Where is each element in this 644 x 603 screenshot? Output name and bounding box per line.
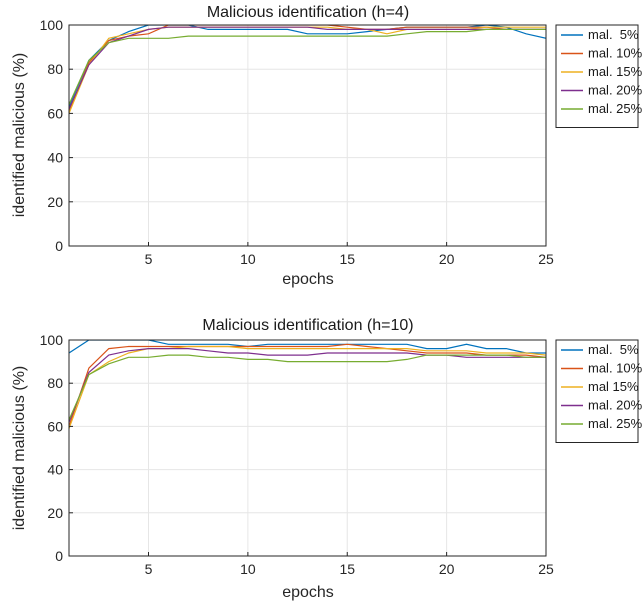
chart-2-x-tick-label: 5: [145, 561, 153, 577]
chart-1-series: [69, 25, 546, 114]
chart-2-y-tick-label: 0: [55, 548, 63, 564]
chart-2-title: Malicious identification (h=10): [202, 317, 413, 334]
chart-1-series-line-1: [69, 25, 546, 108]
chart-2-legend-entry: mal 15%: [588, 379, 639, 394]
chart-2-legend-box: [555, 339, 639, 443]
chart-2-legend-entry: mal. 10%: [588, 361, 643, 376]
chart-1-legend-entry: mal. 25%: [588, 101, 643, 116]
chart-1: Malicious identification (h=4) 5 10 15 20 25…: [11, 4, 643, 288]
chart-2-series: [69, 340, 546, 429]
chart-1-y-axis-label: identified malicious (%): [11, 53, 28, 218]
chart-2-axes-box: [68, 339, 547, 557]
chart-2-series-line-4: [69, 348, 546, 423]
chart-2-y-tick-label: 20: [47, 505, 63, 521]
chart-2-y-tick-label: 40: [47, 462, 63, 478]
chart-2-x-tick-label: 20: [439, 561, 455, 577]
chart-1-x-tick-label: 5: [145, 251, 153, 267]
chart-2-x-tick-label: 15: [339, 561, 355, 577]
chart-1-legend-box: [555, 24, 639, 128]
chart-1-y-tick-label: 100: [40, 17, 64, 33]
chart-1-series-line-3: [69, 26, 546, 114]
chart-2-y-tick-label: 100: [40, 332, 64, 348]
chart-2-legend-entry: mal. 25%: [588, 416, 643, 431]
chart-1-legend: mal. 5% mal. 10% mal. 15% mal. 20% mal. 25%: [555, 24, 643, 128]
chart-1-y-tick-label: 20: [47, 194, 63, 210]
chart-1-x-tick-label: 15: [339, 251, 355, 267]
chart-1-legend-entry: mal. 15%: [588, 64, 643, 79]
chart-2-grid: [69, 339, 547, 557]
chart-2-y-axis-label: identified malicious (%): [11, 366, 28, 531]
chart-2-x-tick-label: 25: [538, 561, 554, 577]
chart-2-legend: mal. 5% mal. 10% mal 15% mal. 20% mal. 25%: [555, 339, 643, 443]
chart-1-y-tick-label: 0: [55, 238, 63, 254]
chart-2-x-axis-label: epochs: [282, 584, 334, 601]
chart-1-series-line-5: [69, 28, 546, 105]
chart-1-title: Malicious identification (h=4): [207, 4, 409, 21]
chart-1-axes-box: [68, 24, 547, 247]
chart-1-ticks: 5 10 15 20 25 0 20 40 60 80 100: [40, 17, 554, 267]
chart-2-ticks: 5 10 15 20 25 0 20 40 60 80 100: [40, 332, 554, 577]
chart-1-x-tick-label: 25: [538, 251, 554, 267]
chart-2-legend-entry: mal. 5%: [588, 342, 639, 357]
chart-1-legend-entry: mal. 10%: [588, 46, 643, 61]
chart-2-y-tick-label: 80: [47, 375, 63, 391]
chart-1-legend-entry: mal. 20%: [588, 83, 643, 98]
chart-1-y-tick-label: 80: [47, 61, 63, 77]
chart-1-y-tick-label: 60: [47, 105, 63, 121]
chart-2-y-tick-label: 60: [47, 418, 63, 434]
chart-1-x-tick-label: 10: [240, 251, 256, 267]
chart-1-series-line-4: [69, 26, 546, 110]
chart-2-series-line-3: [69, 345, 546, 429]
chart-1-legend-entry: mal. 5%: [588, 27, 639, 42]
chart-1-y-tick-label: 40: [47, 150, 63, 166]
chart-1-grid: [69, 24, 547, 247]
chart-2-legend-entry: mal. 20%: [588, 398, 643, 413]
chart-1-series-line-2: [69, 25, 546, 112]
chart-1-x-tick-label: 20: [439, 251, 455, 267]
chart-2-series-line-5: [69, 354, 546, 421]
chart-2: Malicious identification (h=10) 5 10 15 20 2…: [11, 317, 643, 601]
chart-1-x-axis-label: epochs: [282, 271, 334, 288]
chart-2-x-tick-label: 10: [240, 561, 256, 577]
chart-2-series-line-2: [69, 343, 546, 427]
chart-2-series-line-1: [69, 340, 546, 354]
